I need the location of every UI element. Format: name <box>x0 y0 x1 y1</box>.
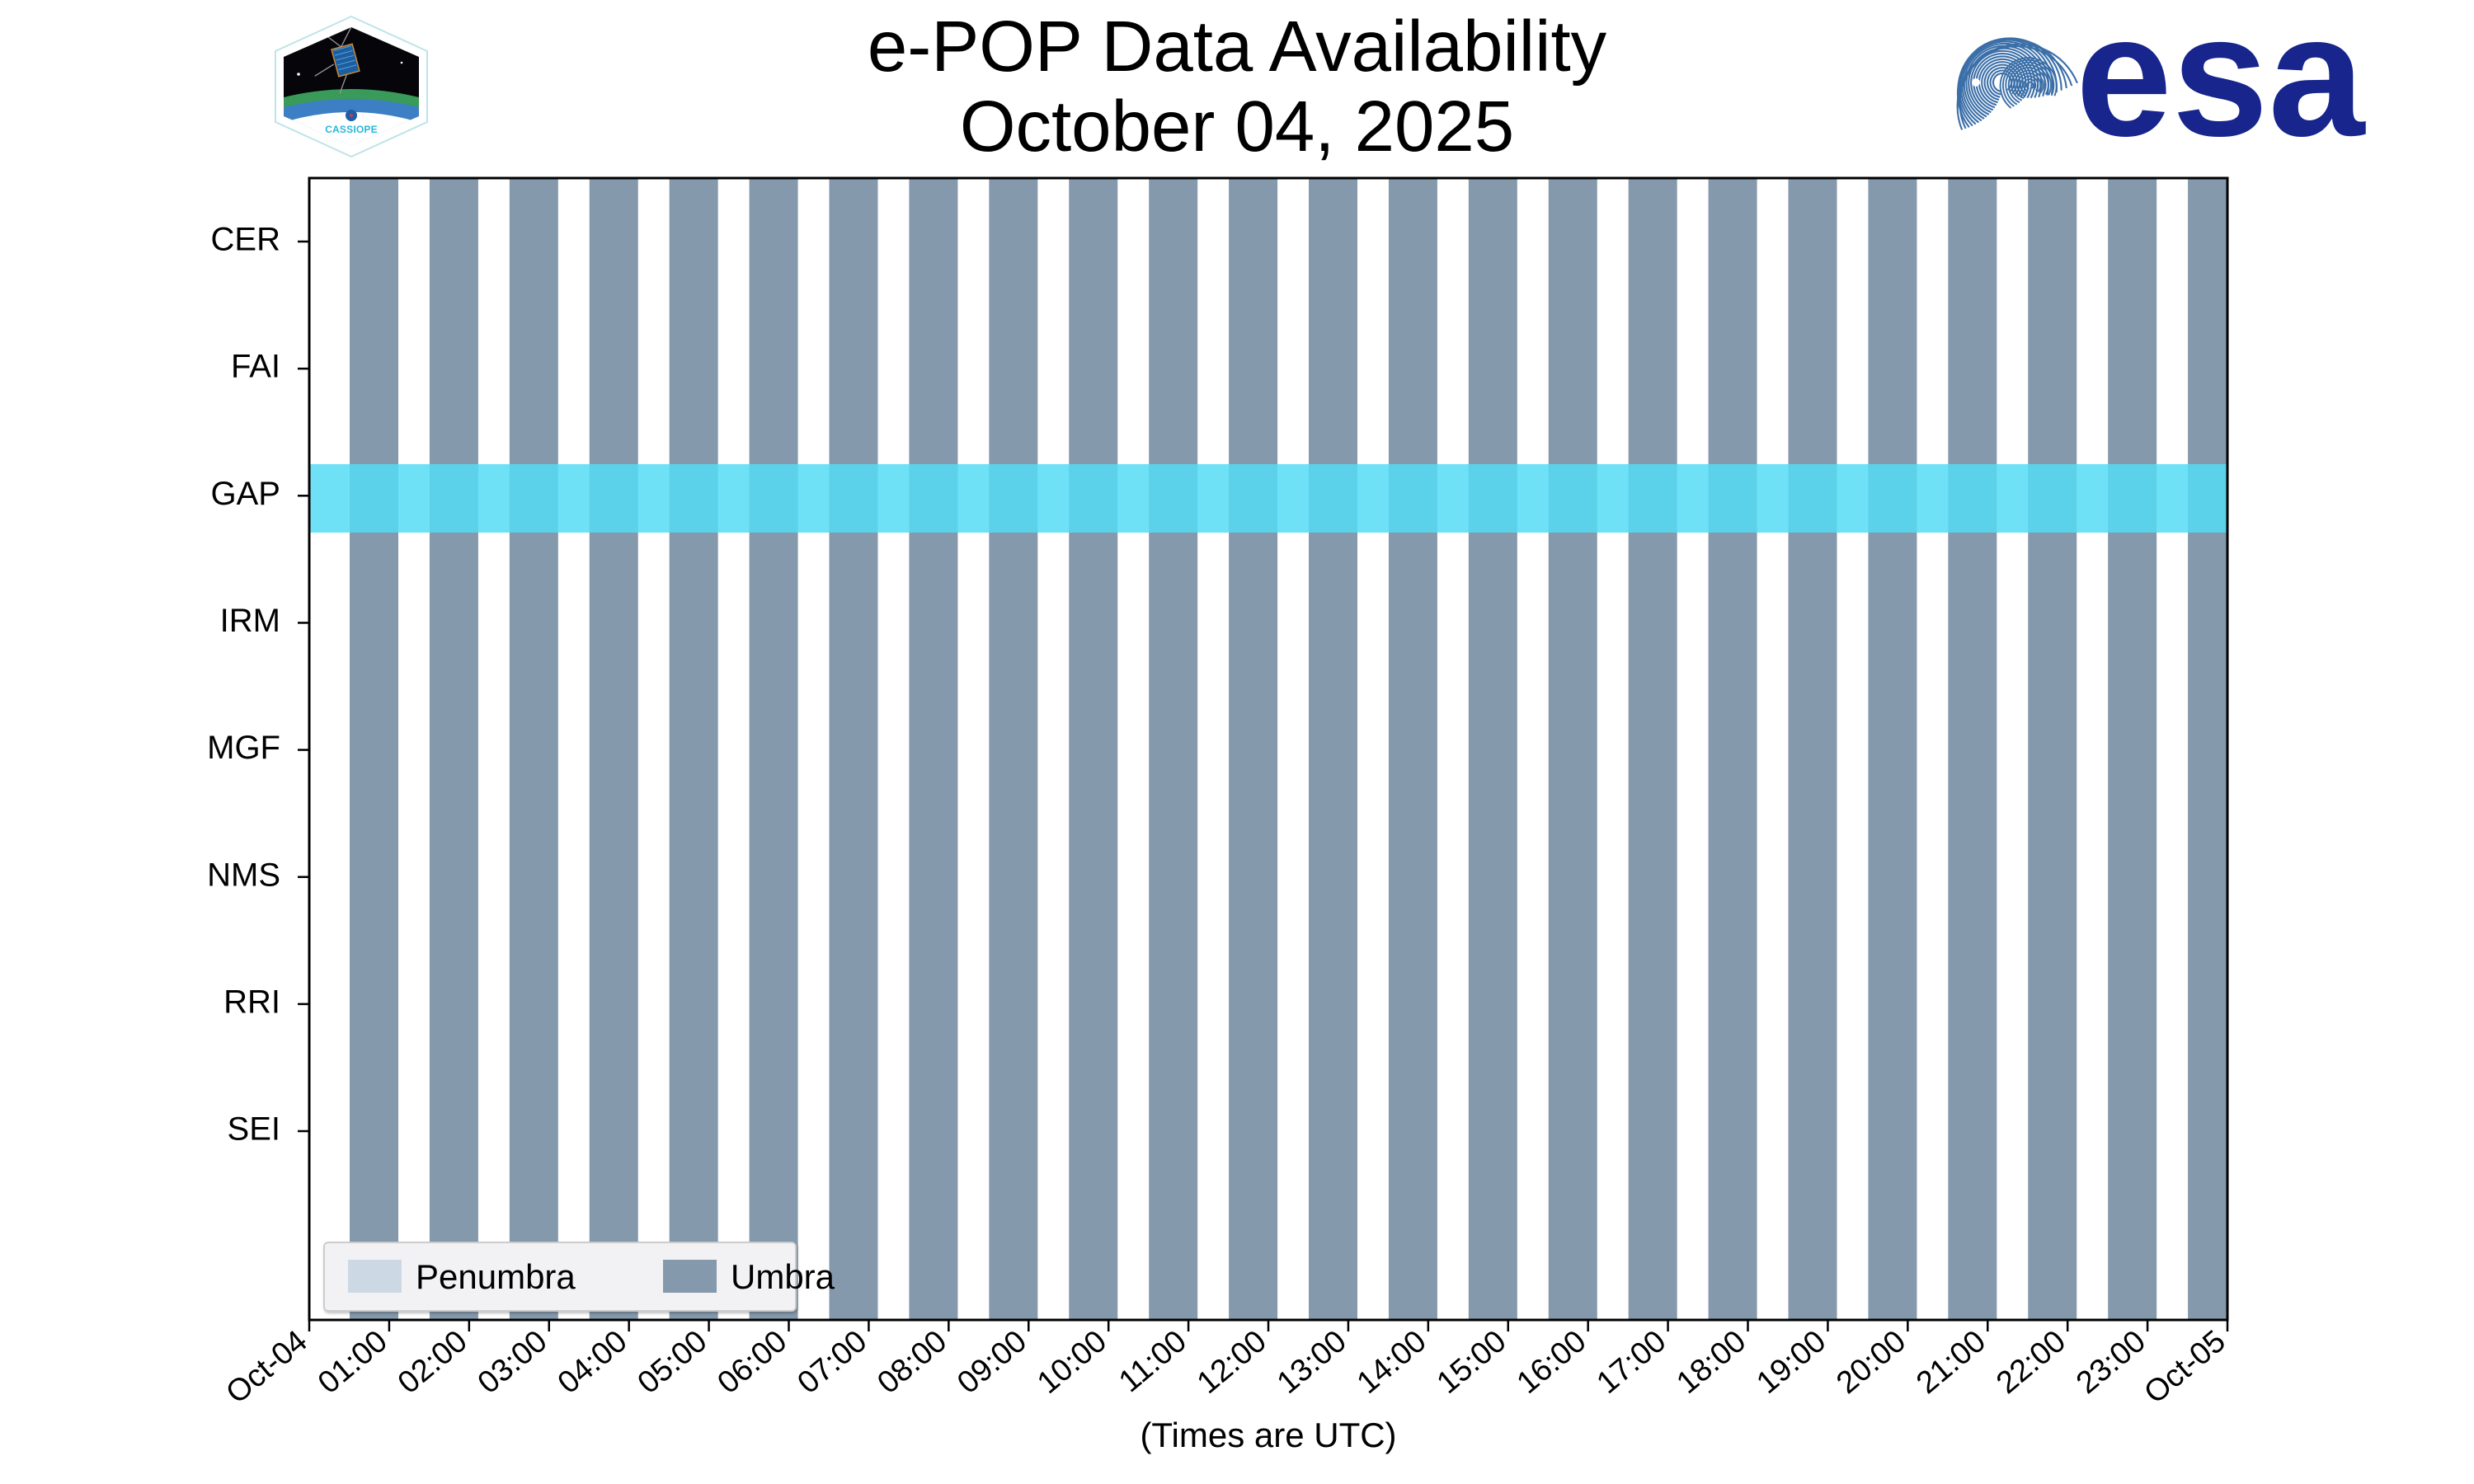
svg-text:08:00: 08:00 <box>871 1324 953 1401</box>
svg-text:MGF: MGF <box>207 730 280 766</box>
svg-text:23:00: 23:00 <box>2070 1324 2152 1401</box>
svg-text:06:00: 06:00 <box>711 1324 793 1401</box>
svg-text:NMS: NMS <box>207 857 280 893</box>
svg-text:18:00: 18:00 <box>1670 1324 1752 1401</box>
svg-text:07:00: 07:00 <box>791 1324 873 1401</box>
svg-text:12:00: 12:00 <box>1191 1324 1273 1401</box>
svg-text:17:00: 17:00 <box>1591 1324 1673 1401</box>
svg-text:04:00: 04:00 <box>552 1324 634 1401</box>
svg-text:RRI: RRI <box>223 984 280 1020</box>
svg-text:03:00: 03:00 <box>472 1324 554 1401</box>
svg-text:01:00: 01:00 <box>312 1324 394 1401</box>
svg-text:05:00: 05:00 <box>632 1324 714 1401</box>
svg-text:13:00: 13:00 <box>1271 1324 1353 1401</box>
svg-text:14:00: 14:00 <box>1351 1324 1433 1401</box>
svg-text:09:00: 09:00 <box>951 1324 1033 1401</box>
svg-text:GAP: GAP <box>211 476 280 512</box>
svg-text:20:00: 20:00 <box>1830 1324 1912 1401</box>
svg-text:Oct-04: Oct-04 <box>219 1324 313 1411</box>
svg-text:22:00: 22:00 <box>1990 1324 2072 1401</box>
svg-text:21:00: 21:00 <box>1910 1324 1992 1401</box>
svg-text:CASSIOPE: CASSIOPE <box>325 124 378 135</box>
svg-text:Oct-05: Oct-05 <box>2138 1324 2232 1411</box>
svg-text:IRM: IRM <box>220 603 280 639</box>
svg-text:16:00: 16:00 <box>1511 1324 1593 1401</box>
svg-text:11:00: 11:00 <box>1112 1324 1193 1399</box>
svg-text:CER: CER <box>211 222 280 258</box>
svg-text:esa: esa <box>2076 20 2367 150</box>
svg-text:10:00: 10:00 <box>1031 1324 1113 1401</box>
svg-text:19:00: 19:00 <box>1750 1324 1832 1401</box>
svg-text:(Times are UTC): (Times are UTC) <box>1140 1416 1396 1454</box>
svg-text:FAI: FAI <box>231 349 280 385</box>
svg-text:SEI: SEI <box>228 1111 280 1148</box>
svg-text:02:00: 02:00 <box>392 1324 474 1401</box>
svg-text:15:00: 15:00 <box>1431 1324 1513 1401</box>
